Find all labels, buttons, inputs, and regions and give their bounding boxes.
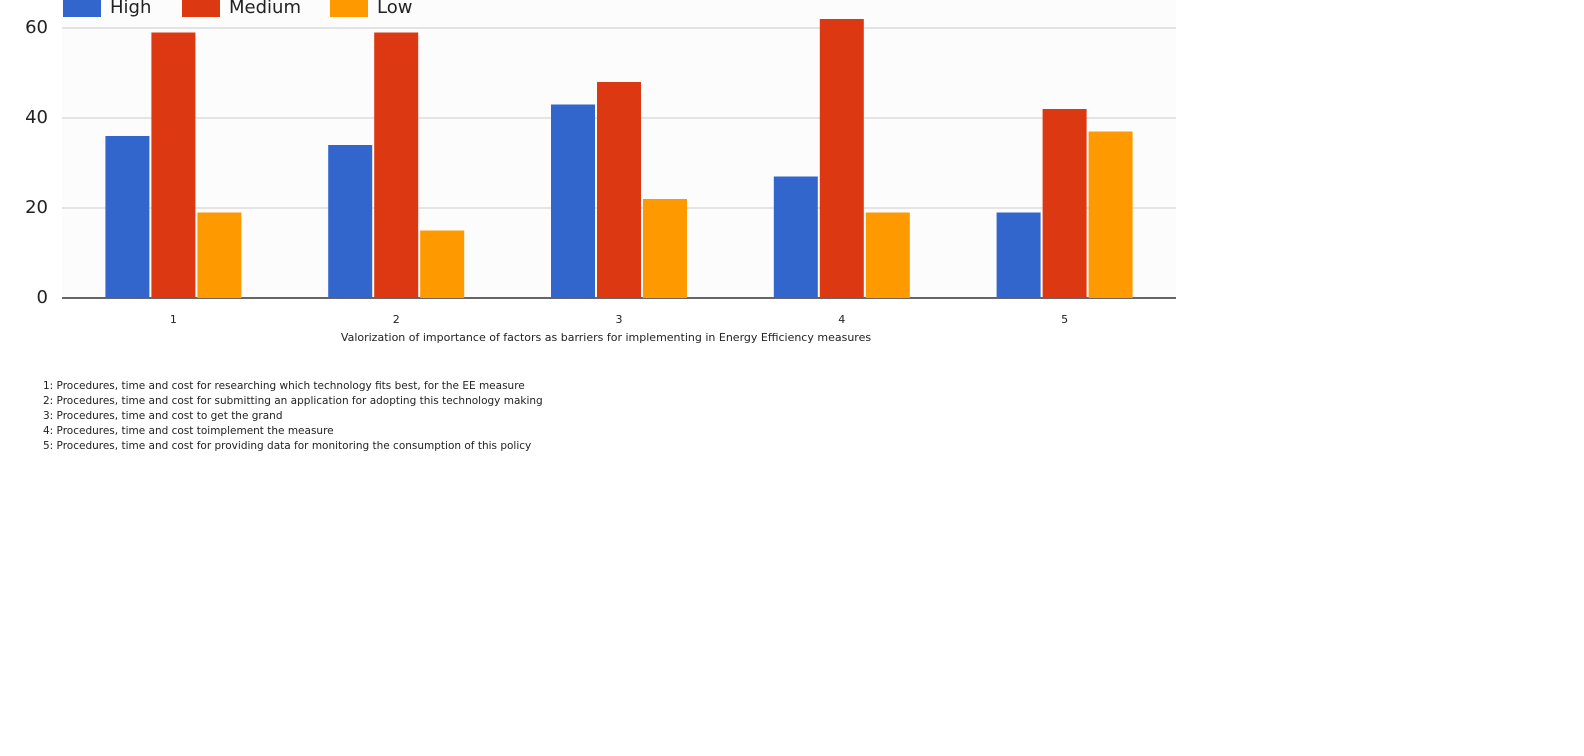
bar: [197, 212, 242, 298]
legend-label: Medium: [229, 0, 301, 18]
legend-swatch: [330, 0, 368, 17]
bar: [996, 212, 1041, 298]
bar: [151, 32, 196, 298]
bar: [328, 145, 373, 298]
bar: [597, 82, 641, 298]
bar: [374, 32, 419, 298]
x-tick-label: 2: [393, 313, 400, 326]
legend-swatch: [63, 0, 101, 17]
bar: [105, 136, 150, 298]
bar: [420, 230, 465, 298]
x-tick-label: 1: [170, 313, 177, 326]
footnote: 1: Procedures, time and cost for researc…: [43, 380, 525, 392]
x-tick-label: 4: [838, 313, 845, 326]
x-axis-title: Valorization of importance of factors as…: [341, 331, 871, 344]
bar: [643, 199, 687, 298]
bar: [773, 176, 818, 298]
bar: [551, 104, 595, 298]
y-tick-label: 0: [37, 287, 48, 308]
x-tick-label: 5: [1061, 313, 1068, 326]
bar: [865, 212, 910, 298]
footnote: 5: Procedures, time and cost for providi…: [43, 440, 531, 452]
bar: [1042, 109, 1087, 298]
y-tick-label: 20: [25, 197, 48, 218]
footnote: 3: Procedures, time and cost to get the …: [43, 410, 283, 422]
footnote: 4: Procedures, time and cost toimplement…: [43, 425, 334, 437]
footnote: 2: Procedures, time and cost for submitt…: [43, 395, 543, 407]
bar: [819, 19, 864, 298]
x-tick-label: 3: [616, 313, 623, 326]
legend-label: Low: [377, 0, 412, 18]
legend-swatch: [182, 0, 220, 17]
y-tick-label: 60: [25, 17, 48, 38]
legend-label: High: [110, 0, 151, 18]
bar: [1088, 131, 1133, 298]
y-tick-label: 40: [25, 107, 48, 128]
